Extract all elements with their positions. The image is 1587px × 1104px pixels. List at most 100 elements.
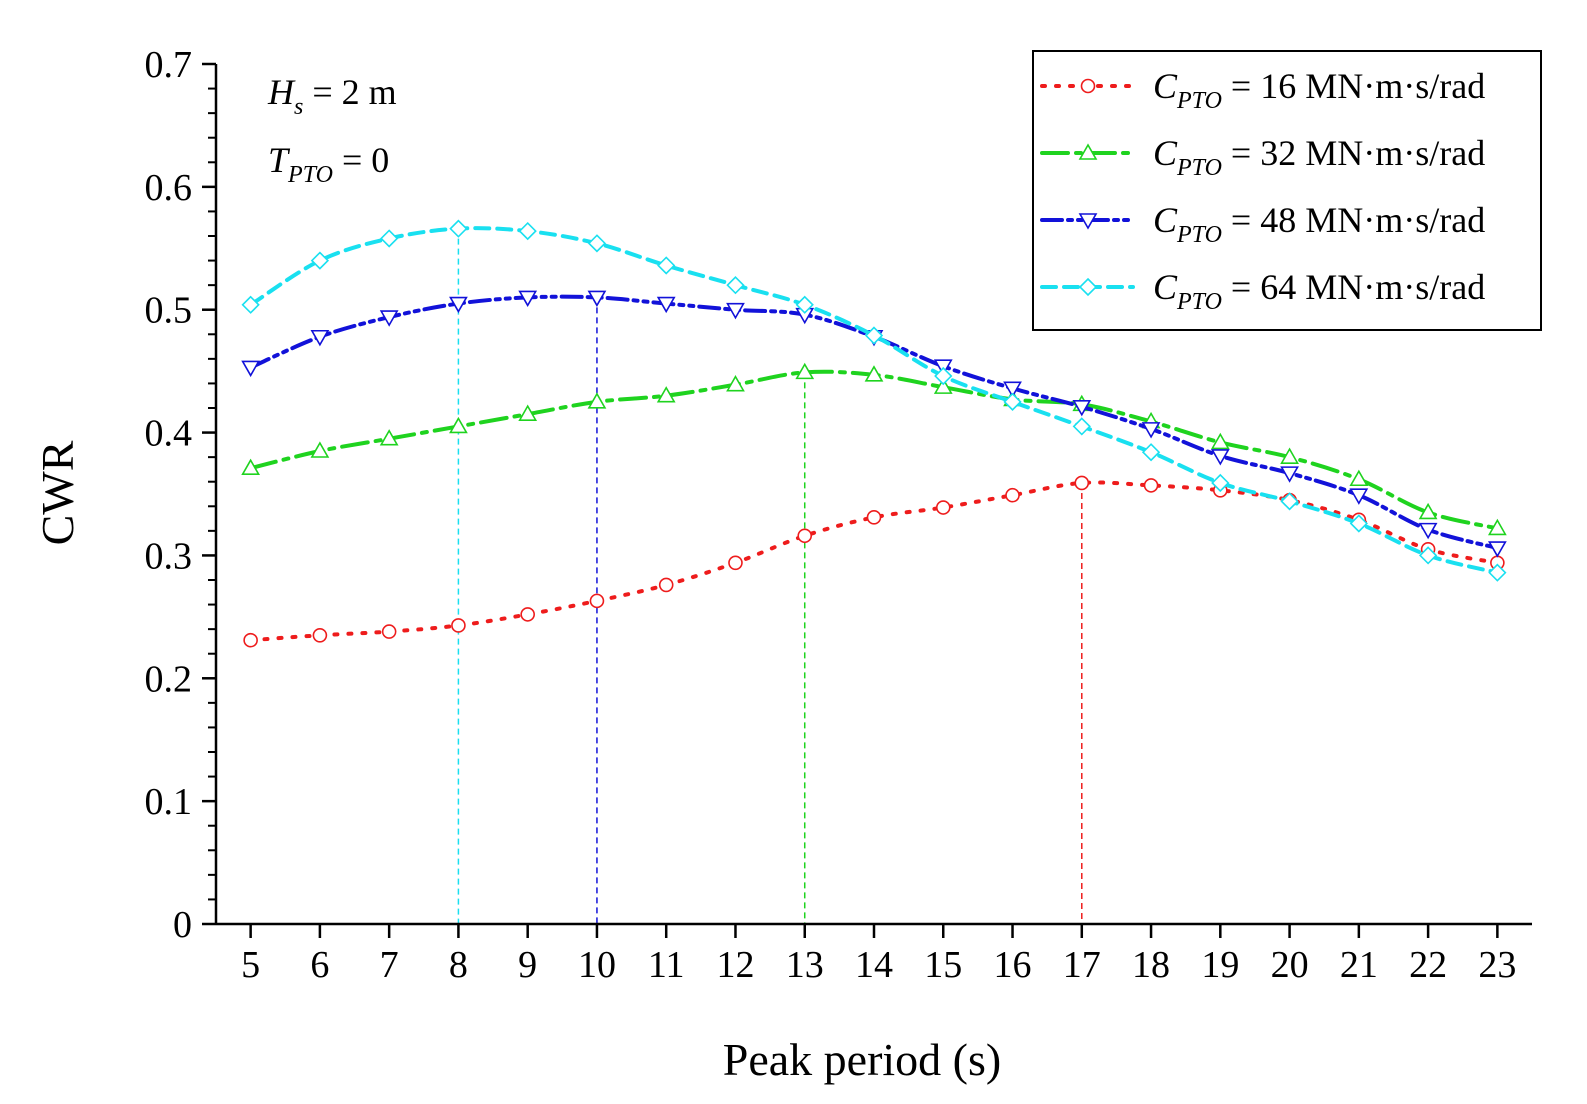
x-tick-label: 14 xyxy=(855,944,893,986)
data-point xyxy=(726,276,745,295)
y-tick-label: 0.4 xyxy=(145,413,193,455)
legend-label: CPTO = 32 MN·m·s/rad xyxy=(1153,133,1485,181)
x-tick-label: 6 xyxy=(310,944,329,986)
annotation-tpto: TPTO = 0 xyxy=(268,140,389,188)
data-point xyxy=(935,500,951,515)
data-point xyxy=(1003,392,1022,411)
data-point xyxy=(312,627,328,643)
data-point xyxy=(795,362,815,380)
data-point xyxy=(657,256,676,275)
x-tick-label: 5 xyxy=(241,944,260,986)
data-point xyxy=(241,458,261,476)
data-point xyxy=(381,624,397,639)
legend-label: CPTO = 48 MN·m·s/rad xyxy=(1153,200,1485,248)
data-point xyxy=(1418,546,1438,565)
data-point xyxy=(1003,381,1022,398)
data-point xyxy=(1487,541,1507,558)
data-point xyxy=(1418,522,1438,540)
legend-entry: CPTO = 48 MN·m·s/rad xyxy=(1040,200,1485,248)
data-point xyxy=(518,290,538,308)
data-point xyxy=(864,326,884,345)
x-tick-label: 20 xyxy=(1271,944,1309,986)
data-point xyxy=(310,251,330,270)
data-point xyxy=(797,528,813,544)
svg-text:Hs = 2 m: Hs = 2 m xyxy=(267,72,397,120)
data-point xyxy=(518,221,537,241)
series-4 xyxy=(241,219,1507,582)
data-point xyxy=(1210,449,1230,466)
data-point xyxy=(658,577,674,593)
data-point xyxy=(1280,492,1299,511)
data-point xyxy=(379,429,399,446)
legend-marker xyxy=(1080,78,1096,94)
data-point xyxy=(1418,502,1438,520)
data-point xyxy=(589,593,605,609)
data-point xyxy=(518,404,538,421)
y-axis: 0 0.1 0.2 0.3 0.4 0.5 0.6 0.7 xyxy=(145,44,218,946)
data-point xyxy=(241,360,261,378)
data-point xyxy=(587,290,607,308)
data-point xyxy=(1211,473,1230,493)
data-point xyxy=(1349,469,1369,487)
data-point xyxy=(1141,422,1161,439)
data-point xyxy=(310,441,330,458)
data-point xyxy=(1349,514,1368,533)
data-point xyxy=(726,375,745,392)
data-point xyxy=(1488,563,1507,582)
data-point xyxy=(380,229,399,248)
plot-area xyxy=(241,219,1507,924)
x-tick-label: 22 xyxy=(1409,944,1447,986)
x-tick-label: 21 xyxy=(1340,944,1378,986)
x-tick-label: 23 xyxy=(1478,944,1516,986)
y-tick-label: 0.2 xyxy=(145,658,193,700)
x-tick-label: 18 xyxy=(1132,944,1170,986)
data-point xyxy=(656,386,676,403)
legend-entry: CPTO = 32 MN·m·s/rad xyxy=(1040,133,1485,181)
x-tick-label: 8 xyxy=(449,944,468,986)
x-axis: 5 6 7 8 9 10 11 12 13 14 15 16 17 18 19 20 21 22 23 xyxy=(216,922,1532,986)
legend-entry: CPTO = 64 MN·m·s/rad xyxy=(1040,267,1485,315)
legend-box xyxy=(1032,50,1542,331)
data-point xyxy=(1349,488,1369,505)
data-point xyxy=(933,377,953,394)
data-point xyxy=(1210,432,1230,450)
x-tick-label: 10 xyxy=(578,944,616,986)
x-tick-label: 11 xyxy=(648,944,685,986)
annotation-hs: Hs = 2 m xyxy=(267,72,397,120)
series-1 xyxy=(243,475,1505,648)
data-point xyxy=(1141,443,1161,462)
y-tick-label: 0 xyxy=(173,904,192,946)
data-point xyxy=(451,618,466,633)
y-tick-label: 0.5 xyxy=(145,290,193,332)
legend-marker xyxy=(1078,277,1098,297)
y-tick-label: 0.1 xyxy=(145,781,193,823)
x-tick-label: 9 xyxy=(518,944,537,986)
data-point xyxy=(1280,447,1299,464)
data-point xyxy=(1487,518,1507,536)
legend-entry: CPTO = 16 MN·m·s/rad xyxy=(1040,66,1485,114)
data-point xyxy=(1072,417,1091,436)
legend-marker xyxy=(1078,213,1098,230)
data-point xyxy=(728,555,743,571)
data-point xyxy=(864,365,884,382)
x-axis-label: Peak period (s) xyxy=(723,1034,1001,1085)
y-axis-label: CWR xyxy=(32,440,83,545)
x-tick-label: 7 xyxy=(380,944,399,986)
data-point xyxy=(1280,466,1299,483)
legend-marker xyxy=(1078,143,1098,160)
data-point xyxy=(866,510,882,525)
data-point xyxy=(1074,475,1090,491)
data-point xyxy=(656,296,676,314)
y-tick-label: 0.6 xyxy=(145,167,193,209)
legend-label: CPTO = 16 MN·m·s/rad xyxy=(1153,66,1485,114)
data-point xyxy=(449,296,468,314)
x-tick-label: 15 xyxy=(924,944,962,986)
y-tick-label: 0.3 xyxy=(145,535,193,577)
svg-text:TPTO = 0: TPTO = 0 xyxy=(268,140,389,188)
data-point xyxy=(379,310,399,327)
data-point xyxy=(934,366,953,386)
data-point xyxy=(243,632,258,648)
data-point xyxy=(795,295,814,314)
data-point xyxy=(587,234,607,253)
